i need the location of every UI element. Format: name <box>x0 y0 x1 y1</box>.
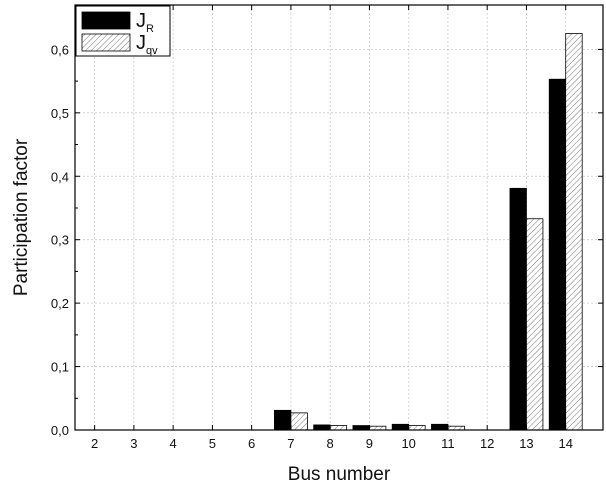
legend-label-jqv: Jqv <box>136 32 158 57</box>
bars <box>274 33 583 431</box>
bar-jr-bus-7 <box>274 409 292 431</box>
bar-jqv-bus-8 <box>329 425 348 431</box>
x-axis-title: Bus number <box>288 464 391 485</box>
y-tick-label: 0,4 <box>51 169 69 184</box>
x-tick-label: 5 <box>209 436 216 451</box>
bar-jr-bus-14 <box>548 78 567 431</box>
bar-jr-bus-9 <box>352 425 370 431</box>
plot-frame <box>74 4 604 431</box>
legend-swatch-jqv <box>81 33 131 52</box>
x-tick-label: 10 <box>401 436 415 451</box>
y-axis-title: Participation factor <box>11 138 32 296</box>
bar-jqv-bus-10 <box>408 425 426 431</box>
x-tick-label: 6 <box>248 436 255 451</box>
y-tick-label: 0,5 <box>51 106 69 121</box>
y-tick-label: 0,2 <box>51 296 69 311</box>
legend-swatch-jr <box>81 11 131 30</box>
bar-jr-bus-11 <box>431 423 449 431</box>
x-tick-label: 7 <box>287 436 294 451</box>
y-tick-label: 0,1 <box>51 360 69 375</box>
bar-jr-bus-13 <box>509 187 527 431</box>
x-tick-label: 2 <box>91 436 98 451</box>
x-tick-label: 3 <box>130 436 137 451</box>
axis-ticks: 0,0 0,1 0,2 0,3 0,4 0,5 0,6 2 3 4 5 6 7 8 9 10 11 12 13 14 <box>51 5 603 451</box>
x-tick-label: 11 <box>441 436 455 451</box>
x-tick-label: 9 <box>366 436 373 451</box>
x-tick-label: 14 <box>558 436 572 451</box>
y-tick-label: 0,6 <box>51 42 69 57</box>
y-tick-label: 0,0 <box>51 423 69 438</box>
x-tick-label: 13 <box>519 436 533 451</box>
bar-jqv-bus-14 <box>565 33 583 431</box>
y-tick-label: 0,3 <box>51 233 69 248</box>
bar-jqv-bus-7 <box>290 412 308 431</box>
x-tick-label: 4 <box>170 436 177 451</box>
x-tick-label: 8 <box>327 436 334 451</box>
bar-jr-bus-10 <box>391 423 410 431</box>
bar-jr-bus-8 <box>313 424 331 431</box>
x-tick-label: 12 <box>480 436 494 451</box>
legend-label-jr: JR <box>136 10 154 35</box>
bar-jqv-bus-13 <box>526 218 544 431</box>
